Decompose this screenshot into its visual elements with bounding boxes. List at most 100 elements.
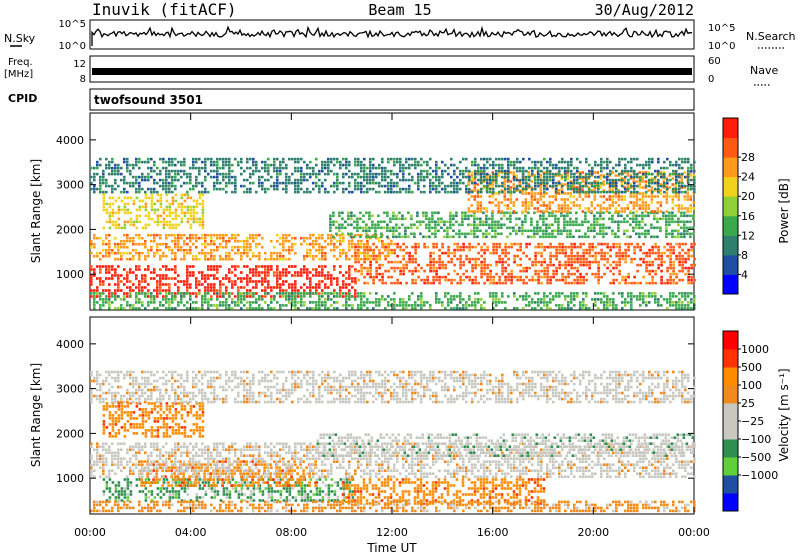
- power-cell: [120, 289, 123, 292]
- power-cell: [294, 166, 297, 170]
- power-cell: [585, 190, 588, 194]
- power-cell: [378, 298, 381, 301]
- power-cell: [393, 242, 396, 246]
- power-cell: [614, 174, 618, 177]
- power-cell: [249, 248, 252, 252]
- date-title: 30/Aug/2012: [595, 1, 694, 19]
- power-cell: [108, 292, 111, 295]
- power-cell: [686, 210, 690, 213]
- power-cell: [201, 271, 204, 274]
- power-cell: [324, 283, 327, 286]
- power-cell: [144, 254, 147, 258]
- power-cell: [479, 204, 483, 207]
- power-cell: [626, 183, 630, 186]
- power-cell: [648, 254, 651, 258]
- power-cell: [506, 171, 510, 174]
- power-cell: [483, 157, 486, 161]
- power-cell: [363, 172, 366, 176]
- power-cell: [291, 245, 294, 249]
- power-cell: [423, 184, 426, 188]
- power-cell: [204, 160, 207, 164]
- power-cell: [651, 281, 654, 285]
- power-cell: [585, 260, 588, 264]
- power-cell: [105, 208, 109, 212]
- power-cell: [93, 289, 96, 292]
- power-cell: [108, 277, 111, 280]
- power-cell: [345, 307, 348, 310]
- power-cell: [417, 184, 420, 188]
- power-cell: [471, 266, 474, 270]
- power-cell: [105, 301, 108, 304]
- power-cell: [489, 275, 492, 279]
- power-cell: [437, 229, 440, 233]
- power-cell: [336, 301, 339, 304]
- power-cell: [524, 214, 527, 218]
- power-cell: [360, 304, 363, 307]
- power-cell: [120, 172, 123, 176]
- power-cell: [348, 304, 351, 307]
- power-cell: [669, 278, 672, 282]
- power-cell: [629, 223, 632, 227]
- power-cell: [234, 304, 237, 307]
- power-cell: [366, 298, 369, 301]
- power-cell: [186, 268, 189, 271]
- power-cell: [687, 184, 690, 188]
- power-cell: [135, 307, 138, 310]
- power-cell: [480, 178, 483, 182]
- power-cell: [539, 198, 543, 201]
- power-cell: [609, 190, 612, 194]
- power-cell: [114, 211, 118, 215]
- power-cell: [318, 292, 321, 295]
- power-cell: [395, 214, 398, 218]
- power-cell: [246, 190, 249, 194]
- power-cell: [479, 189, 483, 192]
- power-cell: [645, 254, 648, 258]
- power-cell: [453, 251, 456, 255]
- power-cell: [144, 205, 148, 209]
- power-cell: [225, 274, 228, 277]
- power-cell: [593, 223, 596, 227]
- power-cell: [204, 166, 207, 170]
- power-cell: [114, 274, 117, 277]
- power-cell: [585, 178, 588, 182]
- power-cell: [549, 163, 552, 167]
- power-cell: [252, 160, 255, 164]
- power-cell: [312, 233, 315, 237]
- power-cell: [231, 271, 234, 274]
- power-cell: [515, 229, 518, 233]
- power-cell: [504, 278, 507, 282]
- power-cell: [614, 186, 618, 189]
- power-cell: [99, 295, 102, 298]
- power-cell: [228, 236, 231, 240]
- power-cell: [548, 211, 551, 215]
- power-cell: [129, 184, 132, 188]
- power-cell: [335, 226, 338, 230]
- power-cell: [660, 260, 663, 264]
- power-cell: [258, 271, 261, 274]
- power-cell: [252, 233, 255, 237]
- power-cell: [447, 304, 450, 307]
- power-cell: [380, 226, 383, 230]
- power-cell: [552, 275, 555, 279]
- power-cell: [438, 301, 441, 304]
- power-cell: [561, 248, 564, 252]
- power-cell: [666, 187, 669, 191]
- power-cell: [375, 269, 378, 273]
- power-cell: [483, 169, 486, 173]
- power-cell: [668, 186, 672, 189]
- power-cell: [288, 157, 291, 161]
- power-cell: [357, 304, 360, 307]
- power-cell: [126, 295, 129, 298]
- power-cell: [126, 301, 129, 304]
- power-cell: [680, 235, 683, 239]
- power-cell: [300, 271, 303, 274]
- power-cell: [342, 283, 345, 286]
- power-cell: [312, 307, 315, 310]
- power-cell: [693, 190, 696, 194]
- power-cell: [234, 274, 237, 277]
- power-cell: [455, 220, 458, 224]
- nave-tick-bottom: 0: [708, 74, 714, 85]
- power-cell: [593, 192, 597, 195]
- power-cell: [345, 301, 348, 304]
- power-cell: [654, 245, 657, 249]
